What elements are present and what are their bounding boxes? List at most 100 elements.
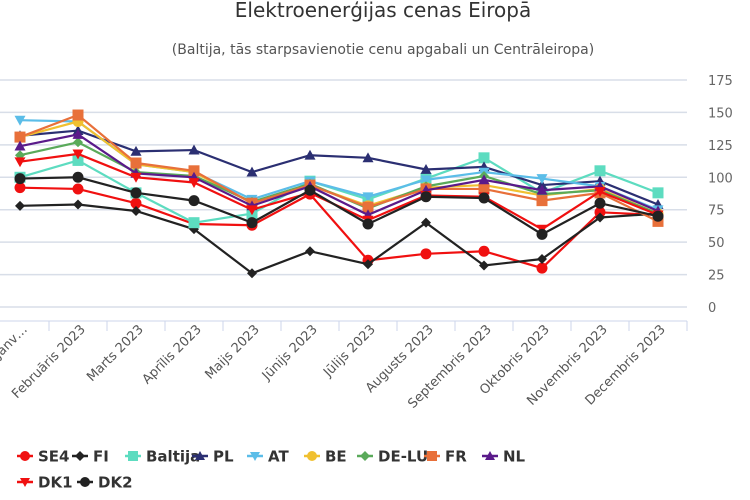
data-point: [188, 165, 200, 177]
data-point: [130, 157, 142, 169]
data-point: [130, 172, 142, 183]
series-line: [19, 129, 659, 206]
x-tick-label: Aprīlis 2023: [140, 322, 205, 387]
legend-circle-icon: [307, 451, 317, 461]
data-point: [130, 145, 142, 156]
data-point: [362, 201, 374, 213]
legend-label: BE: [325, 448, 347, 466]
legend-item-se4[interactable]: SE4: [17, 448, 70, 466]
legend-label: NL: [503, 448, 526, 466]
series-layer: [14, 109, 664, 279]
legend-diamond-icon: [75, 451, 85, 461]
data-point: [362, 192, 374, 203]
series-line: [19, 156, 659, 224]
data-point: [247, 268, 257, 279]
data-point: [130, 197, 142, 209]
data-point: [72, 128, 84, 139]
data-point: [362, 218, 374, 230]
data-point: [594, 206, 606, 218]
legend-square-icon: [427, 451, 437, 461]
series-fi: [15, 199, 663, 279]
data-point: [304, 149, 316, 160]
y-tick-label: 150: [708, 106, 733, 121]
legend-item-fi[interactable]: FI: [72, 448, 109, 466]
legend-label: FI: [93, 448, 109, 466]
data-point: [15, 200, 25, 211]
y-axis: 0 25 50 75 100 125 150 175: [708, 74, 733, 316]
data-point: [72, 149, 84, 160]
data-point: [478, 245, 490, 257]
data-point: [72, 109, 84, 121]
legend-item-fr[interactable]: FR: [424, 448, 467, 466]
series-line: [19, 176, 659, 236]
y-tick-label: 75: [708, 204, 725, 219]
data-point: [478, 192, 490, 204]
y-tick-label: 100: [708, 171, 733, 186]
data-point: [14, 131, 26, 143]
chart-subtitle: (Baltija, tās starpsavienotie cenu apgab…: [172, 42, 594, 58]
data-point: [652, 210, 664, 222]
y-tick-label: 0: [708, 301, 716, 316]
data-point: [362, 152, 374, 163]
legend-item-be[interactable]: BE: [304, 448, 347, 466]
legend-item-pl[interactable]: PL: [192, 448, 234, 466]
data-point: [594, 165, 606, 177]
data-point: [304, 184, 316, 196]
data-point: [536, 262, 548, 274]
legend-label: AT: [268, 448, 289, 466]
data-point: [536, 184, 548, 195]
legend-item-dk1[interactable]: DK1: [17, 474, 73, 492]
series-baltija: [14, 152, 664, 229]
data-point: [420, 164, 432, 174]
data-point: [594, 197, 606, 209]
data-point: [14, 140, 26, 151]
data-point: [188, 195, 200, 207]
data-point: [73, 199, 83, 210]
data-point: [420, 175, 432, 186]
data-point: [14, 182, 26, 194]
legend-square-icon: [128, 451, 138, 461]
legend-label: DE-LU: [378, 448, 428, 466]
legend-item-nl[interactable]: NL: [482, 448, 526, 466]
data-point: [188, 144, 200, 155]
gridlines: [0, 79, 687, 308]
y-tick-label: 25: [708, 269, 725, 284]
legend-item-de-lu[interactable]: DE-LU: [357, 448, 428, 466]
data-point: [594, 187, 606, 198]
legend-label: SE4: [38, 448, 70, 466]
x-tick-label: Jūlijs 2023: [320, 322, 379, 381]
data-point: [72, 171, 84, 183]
legend-item-at[interactable]: AT: [247, 448, 289, 466]
data-point: [188, 178, 200, 188]
data-point: [72, 154, 84, 166]
chart-title: Elektroenerģijas cenas Eiropā: [235, 0, 531, 22]
data-point: [536, 228, 548, 240]
series-line: [19, 152, 659, 231]
data-point: [536, 179, 548, 190]
legend-label: DK1: [38, 474, 73, 492]
legend-item-dk2[interactable]: DK2: [77, 474, 133, 492]
legend-label: Baltija: [146, 448, 200, 466]
x-tick-label: Janv…: [0, 322, 31, 362]
data-point: [652, 187, 664, 199]
legend-triangle-up-icon: [485, 451, 495, 460]
legend-triangle-up-icon: [195, 451, 205, 460]
legend-label: DK2: [98, 474, 133, 492]
legend-triangle-down-icon: [20, 478, 30, 487]
data-point: [14, 115, 26, 126]
data-point: [478, 174, 490, 185]
data-point: [131, 206, 141, 217]
data-point: [478, 152, 490, 164]
legend-diamond-icon: [360, 451, 370, 461]
legend-item-baltija[interactable]: Baltija: [125, 448, 200, 466]
y-tick-label: 175: [708, 74, 733, 89]
data-point: [595, 212, 605, 223]
x-tick-label: Marts 2023: [84, 322, 147, 385]
data-point: [478, 183, 490, 195]
data-point: [421, 217, 431, 228]
data-point: [363, 259, 373, 270]
data-point: [420, 191, 432, 203]
data-point: [130, 187, 142, 199]
